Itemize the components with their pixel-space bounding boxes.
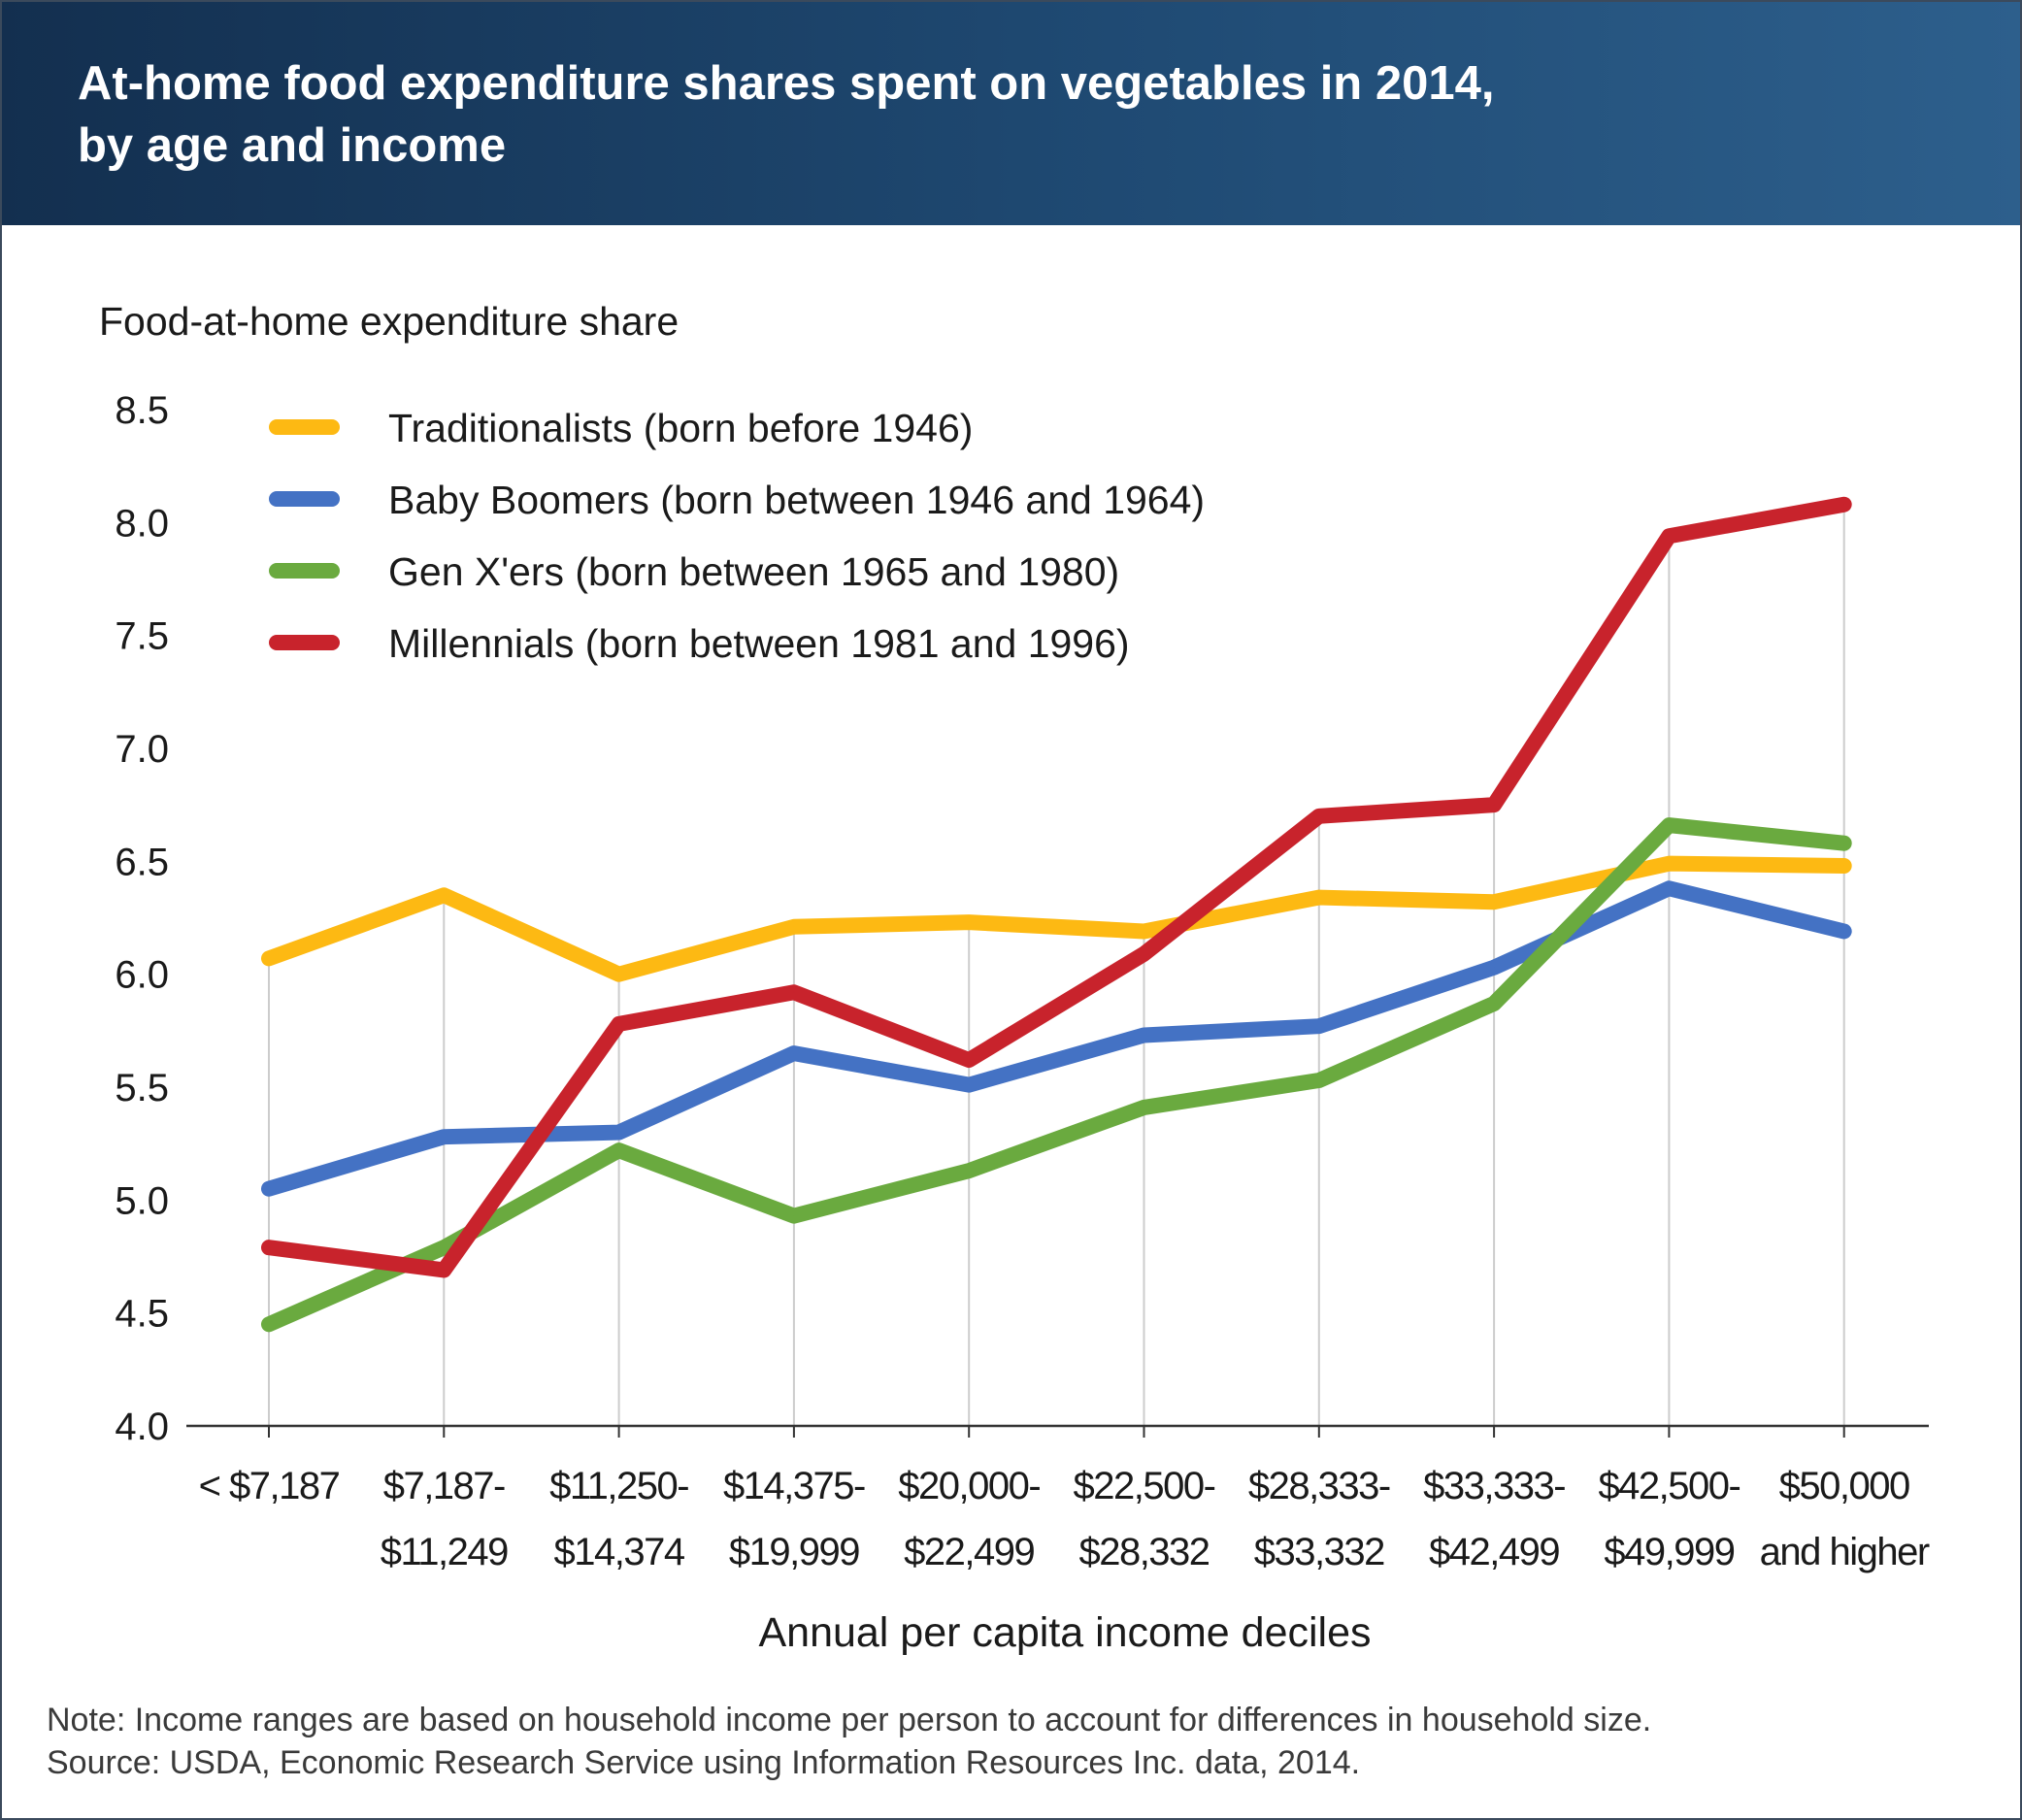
- x-axis-title: Annual per capita income deciles: [758, 1609, 1371, 1656]
- data-point: [1318, 1025, 1320, 1027]
- data-point: [268, 957, 270, 959]
- x-tick-label: $49,999: [1604, 1531, 1734, 1573]
- line-chart: Food-at-home expenditure share 4.0 4.5 5.0 5…: [99, 299, 1931, 1656]
- legend-label: Gen X'ers (born between 1965 and 1980): [388, 549, 1119, 594]
- series-line-2: [261, 817, 1852, 1333]
- data-point: [443, 1246, 445, 1248]
- data-point: [1843, 504, 1845, 506]
- data-point: [268, 1188, 270, 1190]
- x-tick-label: $50,000: [1779, 1465, 1909, 1507]
- legend-label: Millennials (born between 1981 and 1996): [388, 621, 1130, 666]
- data-point: [1493, 967, 1495, 969]
- title-banner: At-home food expenditure shares spent on…: [2, 2, 2020, 225]
- y-axis-title: Food-at-home expenditure share: [99, 299, 679, 344]
- data-point: [618, 1023, 620, 1025]
- x-tick-label: $22,500-: [1074, 1465, 1215, 1507]
- data-point: [268, 1323, 270, 1325]
- data-point: [618, 974, 620, 976]
- x-tick-label: $28,332: [1078, 1531, 1209, 1573]
- data-point: [1493, 901, 1495, 903]
- source-text: Source: USDA, Economic Research Service …: [47, 1744, 1361, 1781]
- data-point: [1668, 824, 1670, 826]
- data-point: [1668, 863, 1670, 865]
- y-tick-label: 8.0: [115, 502, 169, 545]
- data-point: [1493, 1003, 1495, 1005]
- x-tick-label: $14,375-: [723, 1465, 865, 1507]
- y-tick-label: 5.0: [115, 1179, 169, 1222]
- data-point: [268, 1246, 270, 1248]
- data-point: [793, 991, 795, 993]
- x-tick-label: $7,187-: [383, 1465, 505, 1507]
- x-tick-label: $33,332: [1254, 1531, 1384, 1573]
- x-tick-label: $42,500-: [1598, 1465, 1740, 1507]
- x-tick-label: $14,374: [554, 1531, 685, 1573]
- data-point: [618, 1149, 620, 1151]
- data-point: [968, 1084, 970, 1086]
- y-tick-label: 8.5: [115, 389, 169, 432]
- y-tick-label: 7.5: [115, 615, 169, 658]
- x-tick-label: $22,499: [904, 1531, 1034, 1573]
- data-point: [1843, 930, 1845, 932]
- x-tick-label: $42,499: [1429, 1531, 1559, 1573]
- note-text: Note: Income ranges are based on househo…: [47, 1702, 1652, 1738]
- chart-title: At-home food expenditure shares spent on…: [78, 52, 1922, 177]
- x-tick-label: $11,250-: [549, 1465, 688, 1507]
- data-point: [968, 1059, 970, 1061]
- legend-label: Traditionalists (born before 1946): [388, 406, 973, 450]
- x-tick-label: $19,999: [729, 1531, 859, 1573]
- data-point: [968, 1170, 970, 1172]
- x-tick-label: $11,249: [381, 1531, 508, 1573]
- x-tick-label: $33,333-: [1423, 1465, 1565, 1507]
- x-tick-label: and higher: [1760, 1531, 1930, 1573]
- y-tick-label: 4.0: [115, 1406, 169, 1448]
- data-point: [443, 1269, 445, 1271]
- y-tick-label: 6.5: [115, 841, 169, 883]
- x-tick-label: < $7,187: [199, 1465, 340, 1507]
- data-point: [443, 1136, 445, 1138]
- data-point: [1668, 887, 1670, 889]
- chart-title-line-1: At-home food expenditure shares spent on…: [78, 57, 1495, 110]
- x-tick-label: $20,000-: [898, 1465, 1040, 1507]
- data-point: [1843, 865, 1845, 867]
- data-point: [618, 1132, 620, 1134]
- data-point: [793, 926, 795, 928]
- data-point: [1318, 1079, 1320, 1081]
- data-point: [793, 1215, 795, 1217]
- data-point: [1318, 897, 1320, 899]
- data-point: [1843, 843, 1845, 844]
- legend-label: Baby Boomers (born between 1946 and 1964…: [388, 478, 1205, 522]
- data-point: [1318, 815, 1320, 817]
- data-point: [1493, 804, 1495, 806]
- y-tick-label: 6.0: [115, 954, 169, 997]
- x-tick-label: $28,333-: [1248, 1465, 1390, 1507]
- y-tick-label: 4.5: [115, 1293, 169, 1336]
- series-line-3: [261, 496, 1852, 1278]
- data-point: [968, 921, 970, 923]
- series-line-0: [261, 855, 1852, 982]
- footnote: Note: Income ranges are based on househo…: [47, 1699, 1988, 1784]
- chart-title-line-2: by age and income: [78, 119, 507, 172]
- y-tick-label: 7.0: [115, 728, 169, 771]
- data-point: [793, 1052, 795, 1054]
- y-tick-label: 5.5: [115, 1067, 169, 1109]
- data-point: [1668, 535, 1670, 537]
- data-point: [443, 894, 445, 896]
